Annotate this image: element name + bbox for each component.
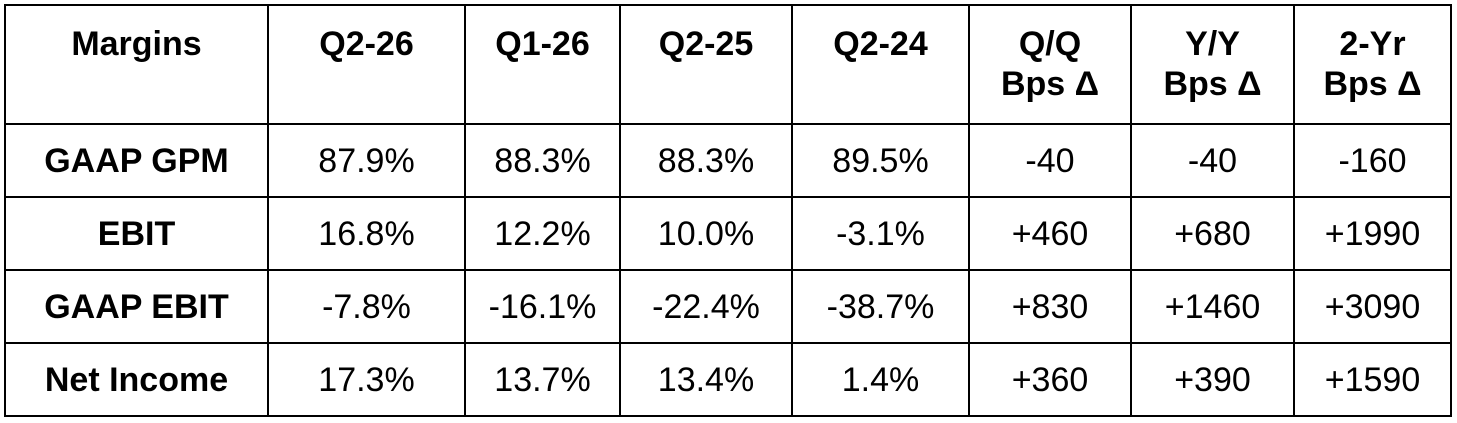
table-cell: 10.0%: [619, 196, 793, 271]
table-cell: -22.4%: [619, 269, 793, 344]
table-cell: 87.9%: [267, 123, 466, 198]
column-header-line: Q2-26: [319, 25, 414, 63]
table-cell: +1590: [1293, 342, 1452, 417]
column-header-line: Q2-24: [833, 25, 928, 63]
table-cell: -16.1%: [464, 269, 621, 344]
row-label: EBIT: [4, 196, 269, 271]
column-header-2yr-bps: 2-Yr Bps Δ: [1293, 4, 1452, 125]
table-cell: +830: [968, 269, 1132, 344]
corner-header: Margins: [4, 4, 269, 125]
column-header-line: Bps Δ: [1000, 65, 1100, 103]
table-cell: +360: [968, 342, 1132, 417]
column-header-line: Q2-25: [658, 25, 754, 63]
column-header-q1-26: Q1-26: [464, 4, 621, 125]
table-cell: 17.3%: [267, 342, 466, 417]
table-cell: 88.3%: [464, 123, 621, 198]
table-cell: -40: [1130, 123, 1295, 198]
margins-table: Margins Q2-26 Q1-26 Q2-25 Q2-24 Q/Q Bps …: [4, 4, 1452, 417]
column-header-line: Y/Y: [1185, 25, 1240, 63]
table-cell: +3090: [1293, 269, 1452, 344]
table-cell: 89.5%: [791, 123, 970, 198]
table-cell: 13.7%: [464, 342, 621, 417]
row-label: GAAP GPM: [4, 123, 269, 198]
column-header-line: Q/Q: [1018, 25, 1082, 63]
table-cell: +390: [1130, 342, 1295, 417]
table-cell: +1990: [1293, 196, 1452, 271]
row-label: GAAP EBIT: [4, 269, 269, 344]
table-cell: +460: [968, 196, 1132, 271]
table-cell: -160: [1293, 123, 1452, 198]
column-header-q2-24: Q2-24: [791, 4, 970, 125]
table-cell: +1460: [1130, 269, 1295, 344]
column-header-q2-25: Q2-25: [619, 4, 793, 125]
table-cell: 13.4%: [619, 342, 793, 417]
table-cell: -7.8%: [267, 269, 466, 344]
header-row: Margins Q2-26 Q1-26 Q2-25 Q2-24 Q/Q Bps …: [4, 4, 1452, 125]
table-row-net-income: Net Income 17.3% 13.7% 13.4% 1.4% +360 +…: [4, 342, 1452, 417]
column-header-yy-bps: Y/Y Bps Δ: [1130, 4, 1295, 125]
table-row-ebit: EBIT 16.8% 12.2% 10.0% -3.1% +460 +680 +…: [4, 196, 1452, 271]
table-cell: -38.7%: [791, 269, 970, 344]
column-header-line: 2-Yr: [1339, 25, 1406, 63]
table-cell: 12.2%: [464, 196, 621, 271]
column-header-qq-bps: Q/Q Bps Δ: [968, 4, 1132, 125]
column-header-line: Bps Δ: [1323, 65, 1422, 103]
table-row-gaap-ebit: GAAP EBIT -7.8% -16.1% -22.4% -38.7% +83…: [4, 269, 1452, 344]
table-cell: 88.3%: [619, 123, 793, 198]
table-cell: +680: [1130, 196, 1295, 271]
column-header-q2-26: Q2-26: [267, 4, 466, 125]
table-cell: 16.8%: [267, 196, 466, 271]
table-cell: -40: [968, 123, 1132, 198]
row-label: Net Income: [4, 342, 269, 417]
table-row-gaap-gpm: GAAP GPM 87.9% 88.3% 88.3% 89.5% -40 -40…: [4, 123, 1452, 198]
column-header-line: Q1-26: [495, 25, 590, 63]
table-cell: 1.4%: [791, 342, 970, 417]
column-header-line: Bps Δ: [1163, 65, 1262, 103]
table-cell: -3.1%: [791, 196, 970, 271]
